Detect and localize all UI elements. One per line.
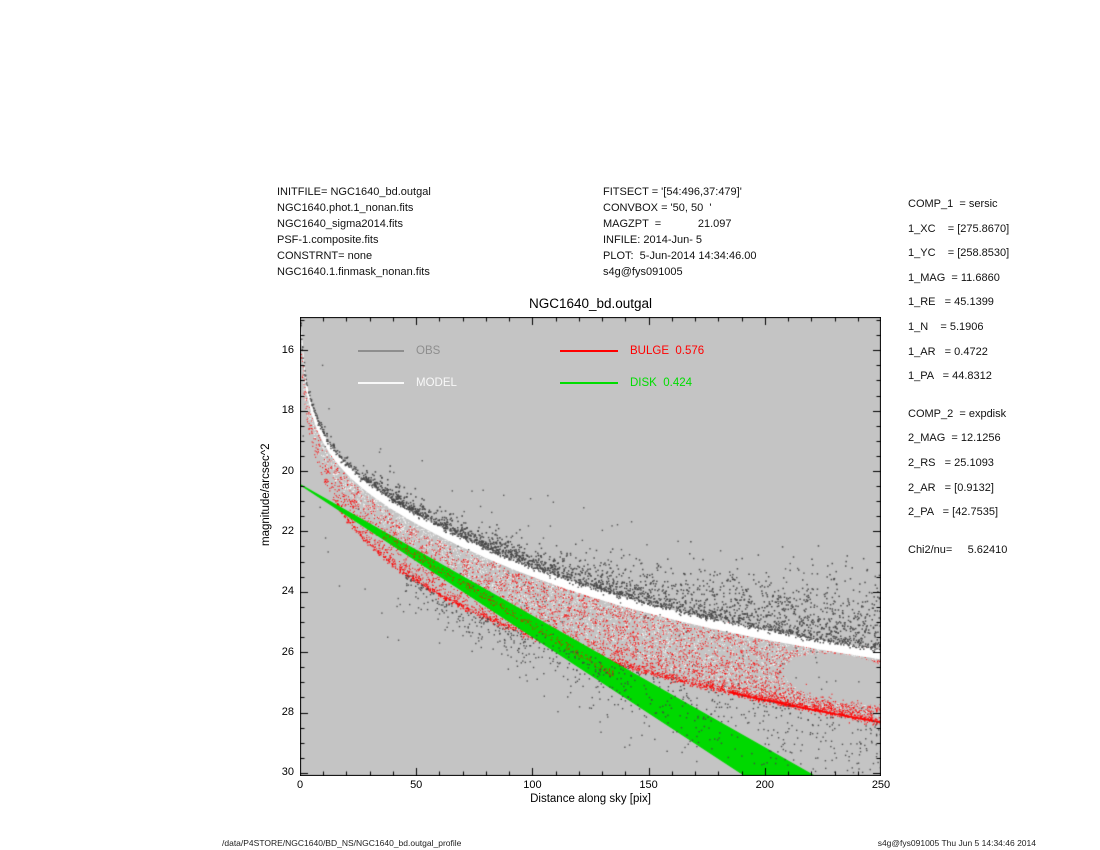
input-file-line: CONSTRNT= none [277, 250, 373, 262]
y-tick-label: 22 [281, 524, 294, 537]
output-file-path: /data/P4STORE/NGC1640/BD_NS/NGC1640_bd.o… [222, 838, 462, 848]
comp1-param-line: 1_N = 5.1906 [908, 320, 984, 333]
legend-line-model [358, 382, 404, 384]
input-file-line: NGC1640.1.finmask_nonan.fits [277, 266, 430, 278]
x-tick-label: 250 [871, 779, 891, 791]
legend-label-bulge: BULGE 0.576 [630, 345, 705, 357]
user-timestamp: s4g@fys091005 Thu Jun 5 14:34:46 2014 [877, 838, 1036, 848]
legend-label-model: MODEL [416, 377, 457, 389]
comp2-param-line: COMP_2 = expdisk [908, 407, 1007, 420]
profile-plot: OBS MODEL BULGE 0.576 DISK 0.424 [300, 317, 881, 776]
y-tick-label: 26 [281, 645, 294, 658]
comp1-param-line: 1_RE = 45.1399 [908, 296, 994, 309]
comp1-param-line: 1_XC = [275.8670] [908, 222, 1010, 235]
y-tick-label: 24 [281, 585, 294, 598]
plot-title: NGC1640_bd.outgal [528, 296, 653, 311]
comp1-param-line: 1_PA = 44.8312 [908, 370, 992, 383]
plot-canvas [300, 317, 881, 776]
chi2-line: Chi2/nu= 5.62410 [908, 543, 1008, 556]
fit-info-line: CONVBOX = '50, 50 ' [603, 202, 712, 214]
fit-info-line: MAGZPT = 21.097 [603, 218, 732, 230]
x-tick-label: 0 [296, 779, 304, 791]
legend-entry-obs: OBS [358, 345, 440, 357]
legend-entry-bulge: BULGE 0.576 [560, 345, 704, 357]
legend-entry-disk: DISK 0.424 [560, 377, 692, 389]
y-tick-label: 30 [281, 766, 294, 779]
fit-parameters-panel: COMP_1 = sersic 1_XC = [275.8670] 1_YC = [… [908, 192, 1009, 562]
legend-entry-model: MODEL [358, 377, 457, 389]
fit-info-line: INFILE: 2014-Jun- 5 [603, 234, 703, 246]
y-tick-label: 20 [281, 464, 294, 477]
x-tick-label: 50 [410, 779, 423, 791]
fit-info-block: FITSECT = '[54:496,37:479]' CONVBOX = '50… [603, 184, 757, 280]
comp2-param-line: 2_AR = [0.9132] [908, 481, 994, 494]
comp2-param-line: 2_PA = [42.7535] [908, 506, 999, 519]
legend-label-obs: OBS [416, 345, 441, 357]
legend-line-bulge [560, 350, 618, 352]
input-file-line: INITFILE= NGC1640_bd.outgal [277, 186, 431, 198]
comp2-param-line: 2_RS = 25.1093 [908, 456, 994, 469]
legend-line-obs [358, 350, 404, 352]
legend-line-disk [560, 382, 618, 384]
params-gap [908, 389, 1009, 402]
input-file-line: NGC1640_sigma2014.fits [277, 218, 403, 230]
comp1-param-line: COMP_1 = sersic [908, 198, 998, 210]
x-tick-label: 200 [755, 779, 774, 791]
x-tick-label: 100 [523, 779, 542, 791]
y-tick-label: 16 [281, 343, 294, 356]
y-tick-label: 18 [281, 404, 294, 417]
input-file-line: NGC1640.phot.1_nonan.fits [277, 202, 414, 214]
fit-info-line: PLOT: 5-Jun-2014 14:34:46.00 [603, 250, 757, 262]
comp1-param-line: 1_MAG = 11.6860 [908, 271, 1000, 284]
comp1-param-line: 1_YC = [258.8530] [908, 247, 1010, 260]
fit-info-line: s4g@fys091005 [603, 266, 683, 278]
legend-label-disk: DISK 0.424 [630, 377, 693, 389]
input-file-line: PSF-1.composite.fits [277, 234, 379, 246]
comp1-param-line: 1_AR = 0.4722 [908, 345, 988, 358]
fit-info-line: FITSECT = '[54:496,37:479]' [603, 186, 742, 198]
x-tick-label: 150 [639, 779, 658, 791]
y-tick-label: 28 [281, 706, 294, 719]
params-gap [908, 525, 1009, 538]
comp2-param-line: 2_MAG = 12.1256 [908, 432, 1001, 445]
x-axis-title: Distance along sky [pix] [530, 793, 651, 805]
input-files-block: INITFILE= NGC1640_bd.outgal NGC1640.phot.… [277, 184, 431, 280]
